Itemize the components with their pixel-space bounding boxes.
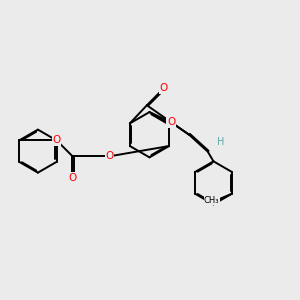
Text: O: O [106,151,114,161]
Text: O: O [167,117,175,127]
Text: CH₃: CH₃ [204,196,220,205]
Text: H: H [217,136,224,146]
Text: O: O [160,83,168,93]
Text: O: O [52,135,61,146]
Text: O: O [68,173,76,183]
